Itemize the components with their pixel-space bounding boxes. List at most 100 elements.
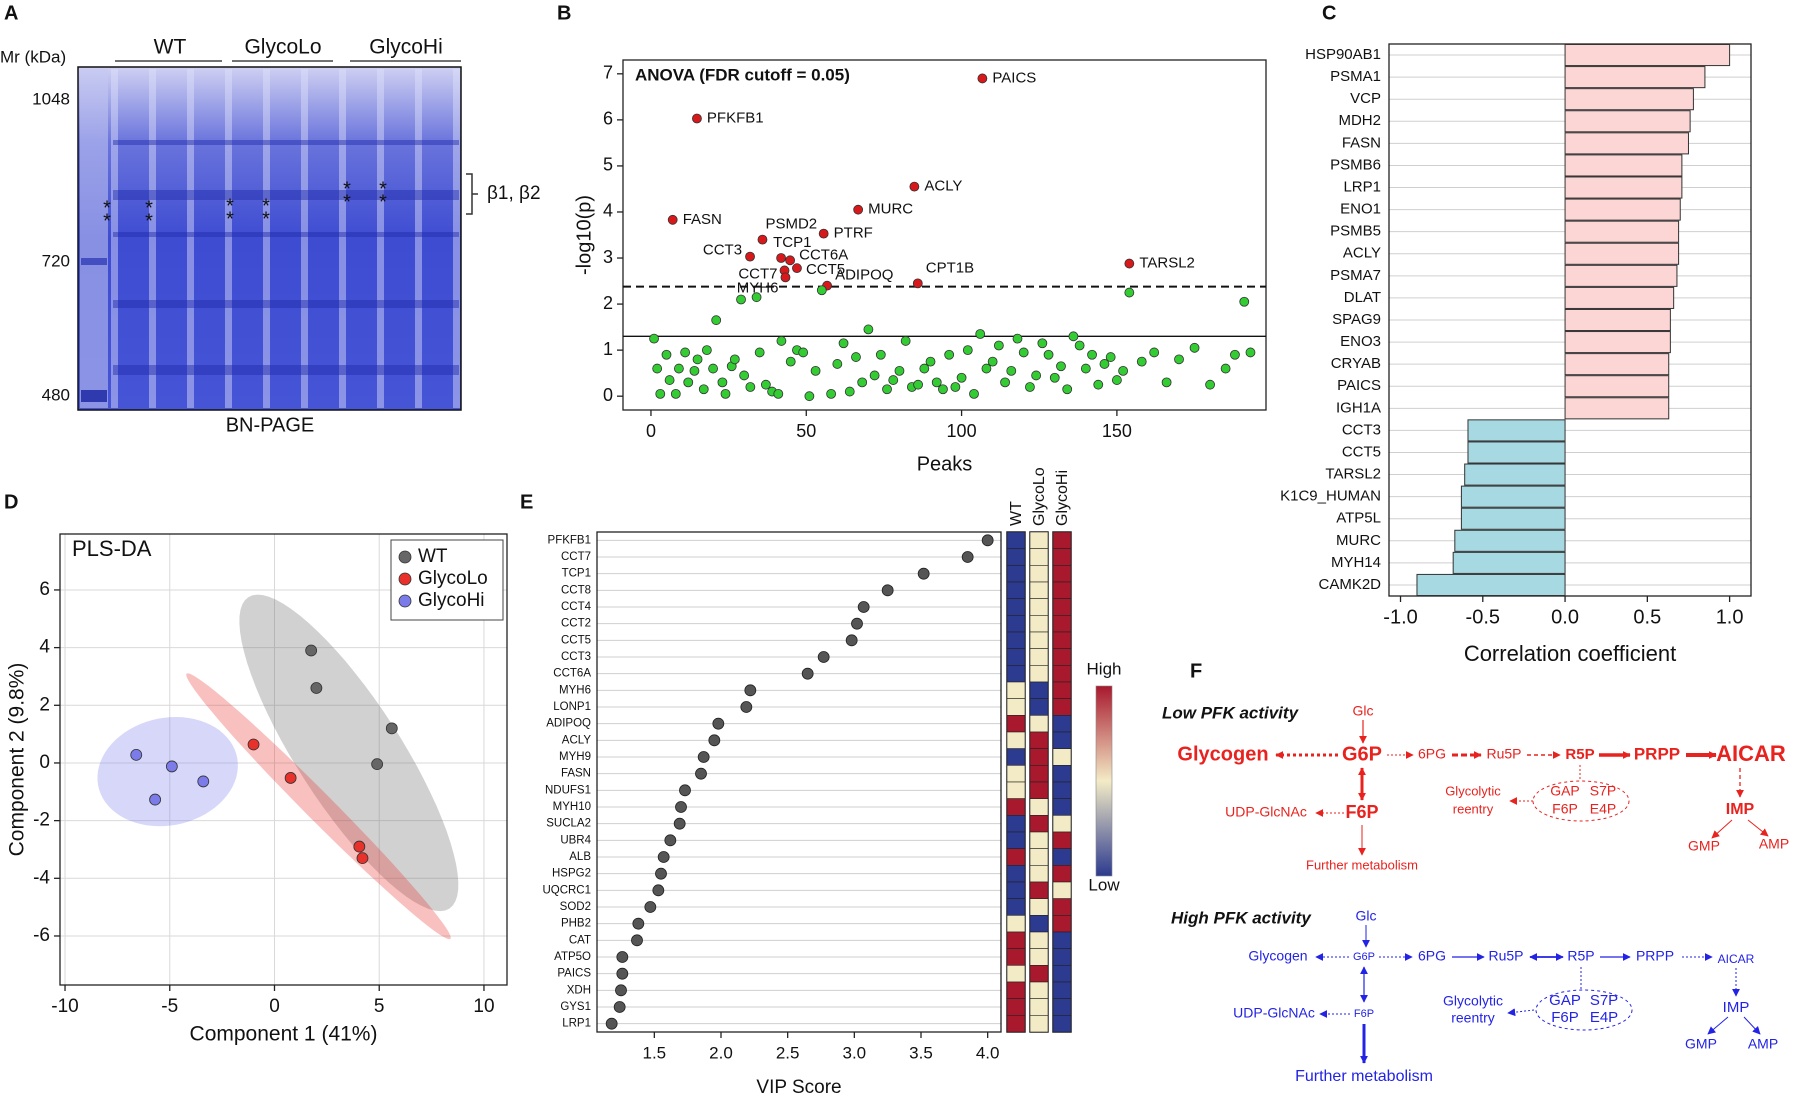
heatmap-cell bbox=[1052, 765, 1072, 783]
category-label: PFKFB1 bbox=[548, 534, 591, 546]
heatmap-cell bbox=[1029, 715, 1049, 733]
pathway-node: R5P bbox=[1567, 948, 1594, 964]
heatmap-cell bbox=[1052, 715, 1072, 733]
category-label: CAT bbox=[569, 934, 591, 946]
x-tick-label: 3.0 bbox=[843, 1043, 867, 1062]
plot-frame bbox=[596, 531, 1002, 1033]
colorbar-label: High bbox=[1087, 659, 1122, 678]
data-point bbox=[844, 386, 855, 397]
heatmap-cell bbox=[1006, 815, 1026, 833]
data-point bbox=[701, 345, 712, 356]
legend-swatch bbox=[398, 550, 412, 564]
heatmap-cell bbox=[1006, 965, 1026, 983]
star: * bbox=[262, 195, 270, 217]
panel-letter: B bbox=[557, 2, 571, 24]
category-label: ALB bbox=[569, 851, 591, 863]
colorbar bbox=[1095, 685, 1113, 877]
data-point bbox=[981, 363, 992, 374]
heatmap-cell bbox=[1029, 998, 1049, 1016]
data-point bbox=[1124, 287, 1135, 298]
data-point bbox=[745, 251, 755, 262]
data-point bbox=[969, 388, 979, 399]
point-label: PTRF bbox=[834, 225, 873, 242]
pathway-node: Ru5P bbox=[1488, 948, 1523, 964]
x-tick-label: 4.0 bbox=[976, 1043, 1000, 1062]
data-point bbox=[1111, 375, 1122, 385]
grid-layer bbox=[597, 539, 1001, 1025]
point-label: CCT5 bbox=[806, 261, 845, 278]
bar bbox=[1564, 132, 1689, 155]
data-point bbox=[804, 391, 815, 402]
heatmap-cell bbox=[1029, 848, 1049, 866]
pathway-arrow bbox=[1747, 819, 1769, 837]
star: * bbox=[226, 208, 234, 230]
pathway-node: F6P bbox=[1345, 802, 1378, 822]
panel-letter: C bbox=[1322, 2, 1336, 24]
data-point bbox=[760, 379, 771, 390]
data-point bbox=[692, 354, 703, 365]
data-point bbox=[1080, 363, 1091, 374]
y-tick-label: 5 bbox=[603, 155, 613, 175]
pathway-node: Glycogen bbox=[1248, 948, 1307, 964]
x-tick-label: 10 bbox=[473, 996, 494, 1017]
category-label: UBR4 bbox=[560, 834, 591, 846]
data-point bbox=[838, 338, 849, 349]
data-point bbox=[1074, 340, 1085, 351]
heatmap-cell bbox=[1029, 865, 1049, 883]
heatmap-cell bbox=[1029, 531, 1049, 549]
y-tick-label: 1 bbox=[603, 339, 613, 359]
category-label: ENO1 bbox=[1340, 201, 1381, 218]
y-tick-label: 4 bbox=[39, 637, 50, 658]
data-point bbox=[757, 234, 768, 245]
data-point bbox=[925, 356, 936, 367]
data-point bbox=[931, 377, 942, 388]
vip-point bbox=[917, 567, 930, 580]
marker-band bbox=[81, 390, 107, 402]
heatmap-cell bbox=[1029, 731, 1049, 749]
point-label: CPT1B bbox=[926, 259, 974, 276]
legend-label: GlycoLo bbox=[418, 568, 488, 589]
data-point bbox=[944, 349, 955, 360]
data-point bbox=[1230, 349, 1240, 360]
category-label: NDUFS1 bbox=[545, 784, 591, 796]
bar bbox=[1564, 154, 1683, 177]
heatmap-cell bbox=[1006, 831, 1026, 849]
data-point bbox=[717, 377, 728, 388]
data-point bbox=[977, 73, 988, 84]
category-label: MYH10 bbox=[553, 801, 591, 813]
bar bbox=[1564, 308, 1671, 332]
data-point bbox=[247, 738, 260, 751]
data-point bbox=[1161, 377, 1172, 388]
heatmap-cell bbox=[1029, 681, 1049, 699]
heatmap-cell bbox=[1052, 681, 1072, 699]
vip-point bbox=[961, 551, 974, 563]
point-label: TCP1 bbox=[773, 234, 811, 251]
data-point bbox=[826, 388, 837, 399]
data-point bbox=[664, 375, 675, 385]
star: * bbox=[262, 208, 270, 230]
vip-point bbox=[632, 917, 645, 930]
x-tick-label: 1.5 bbox=[643, 1043, 667, 1062]
vip-point bbox=[679, 784, 691, 797]
heatmap-cell bbox=[1029, 781, 1049, 799]
pathway-node: AMP bbox=[1759, 836, 1789, 852]
heatmap-cell bbox=[1006, 848, 1026, 866]
data-point bbox=[776, 253, 787, 263]
category-label: CCT2 bbox=[561, 618, 591, 630]
bar bbox=[1464, 463, 1566, 486]
data-point bbox=[785, 356, 796, 367]
pathway-low: Glc Glycogen G6P 6PG Ru5P R5P PRPP AICAR UDP-Glc… bbox=[1177, 703, 1789, 873]
point-label: PFKFB1 bbox=[707, 109, 764, 126]
category-label: SPAG9 bbox=[1332, 311, 1381, 328]
confidence-ellipse bbox=[239, 594, 459, 912]
heatmap-cell bbox=[1052, 931, 1072, 949]
data-point bbox=[956, 372, 967, 383]
data-point bbox=[1062, 384, 1073, 395]
pathway-high: Glc Glycogen G6P 6PG Ru5P R5P PRPP AICAR UDP-Glc… bbox=[1233, 908, 1778, 1086]
category-label: PSMB5 bbox=[1330, 223, 1381, 240]
category-label: MYH14 bbox=[1331, 554, 1381, 571]
data-point bbox=[888, 375, 899, 385]
x-tick-label: 150 bbox=[1102, 421, 1132, 441]
data-point bbox=[1105, 352, 1116, 362]
y-tick-label: 6 bbox=[603, 109, 613, 129]
